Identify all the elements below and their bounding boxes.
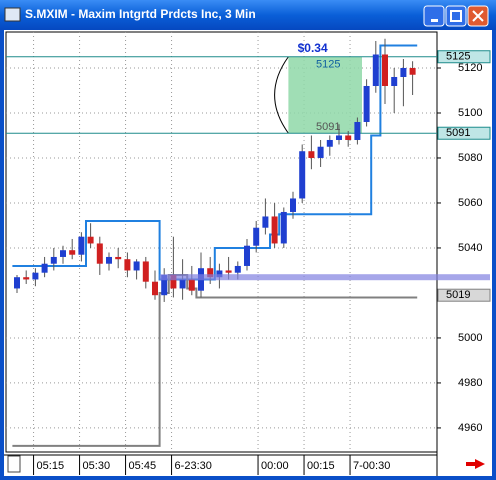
candle-body — [32, 272, 39, 280]
candle-body — [290, 198, 296, 212]
candle-body — [253, 227, 260, 246]
y-tick-label: 5040 — [458, 242, 482, 254]
y-tick-label: 5000 — [458, 332, 482, 344]
scroll-arrow[interactable] — [466, 459, 485, 469]
candle-body — [225, 270, 232, 273]
maximize-button[interactable] — [445, 5, 467, 27]
plot-area — [5, 31, 438, 453]
x-tick-label: 7-00:30 — [353, 460, 390, 472]
x-tick-label: 05:45 — [129, 460, 157, 472]
x-tick-label: 05:30 — [83, 460, 111, 472]
title-bar — [0, 0, 496, 30]
minimize-icon — [431, 19, 438, 22]
candle-body — [87, 236, 94, 244]
candle-body — [96, 243, 103, 264]
chart: 4960 4980 5000 5040 5060 5080 5100 5120 05:15 05:… — [6, 32, 482, 475]
candle-body — [271, 216, 278, 244]
candle-body — [133, 261, 140, 271]
candle-body — [391, 76, 398, 86]
scroll-box[interactable] — [7, 455, 21, 473]
level-tag — [437, 50, 491, 64]
x-tick-label: 05:15 — [37, 460, 65, 472]
candle-body — [326, 139, 333, 147]
candle-body — [345, 135, 352, 140]
measure-bracket — [274, 56, 289, 134]
price-band — [159, 274, 490, 281]
candle-body — [69, 250, 76, 255]
candle-body — [124, 259, 131, 271]
candle-body — [14, 277, 20, 289]
stop-line — [12, 273, 418, 447]
candle-body — [317, 146, 324, 158]
candle-body — [372, 54, 379, 86]
x-tick-label: 00:15 — [307, 460, 335, 472]
candle-body — [115, 256, 122, 260]
candle-body — [78, 236, 85, 255]
close-icon — [472, 10, 484, 22]
maximize-icon — [450, 10, 462, 22]
level-tag — [437, 288, 491, 302]
candle-body — [179, 279, 186, 289]
y-tick-label: 5120 — [458, 62, 482, 74]
candle-body — [161, 274, 168, 296]
candle-body — [409, 67, 416, 75]
candle-body — [336, 135, 342, 140]
window-title: S.MXIM - Maxim Intgrtd Prdcts Inc, 3 Min — [25, 7, 256, 21]
candle-body — [382, 54, 388, 86]
candle-body — [207, 268, 214, 278]
y-tick-label: 4980 — [458, 377, 482, 389]
candle-body — [41, 263, 48, 273]
x-tick-label: 6-23:30 — [175, 460, 212, 472]
candle-body — [152, 281, 158, 296]
y-tick-label: 5060 — [458, 197, 482, 209]
candle-body — [50, 256, 57, 264]
level-tag-label: 5019 — [446, 289, 470, 301]
y-tick-label: 5100 — [458, 107, 482, 119]
candle-body — [234, 265, 241, 273]
candle-body — [280, 211, 287, 244]
level-tag — [437, 126, 491, 140]
candle-body — [170, 274, 177, 289]
measure-from-label: 5091 — [316, 121, 340, 133]
candle-body — [23, 277, 30, 280]
candle-body — [363, 85, 370, 122]
measure-to-label: 5125 — [316, 59, 340, 71]
measure-box — [288, 56, 362, 134]
y-tick-label: 4960 — [458, 422, 482, 434]
minimize-button[interactable] — [423, 5, 445, 27]
candle-body — [60, 250, 66, 257]
measure-label: $0.34 — [298, 41, 328, 55]
level-tag-label: 5091 — [446, 127, 470, 139]
x-tick-label: 00:00 — [261, 460, 289, 472]
candle-body — [299, 151, 306, 199]
stop-line — [12, 44, 418, 281]
candle-body — [308, 151, 315, 158]
candle-body — [400, 67, 407, 77]
candle-body — [354, 121, 361, 140]
candle-body — [142, 261, 149, 282]
candle-body — [106, 256, 112, 264]
app-icon — [4, 7, 21, 22]
candle-body — [188, 279, 195, 291]
y-tick-label: 5080 — [458, 152, 482, 164]
candle-body — [244, 245, 250, 266]
candle-body — [216, 270, 223, 278]
level-tag-label: 5125 — [446, 51, 470, 63]
candle-body — [262, 216, 269, 228]
